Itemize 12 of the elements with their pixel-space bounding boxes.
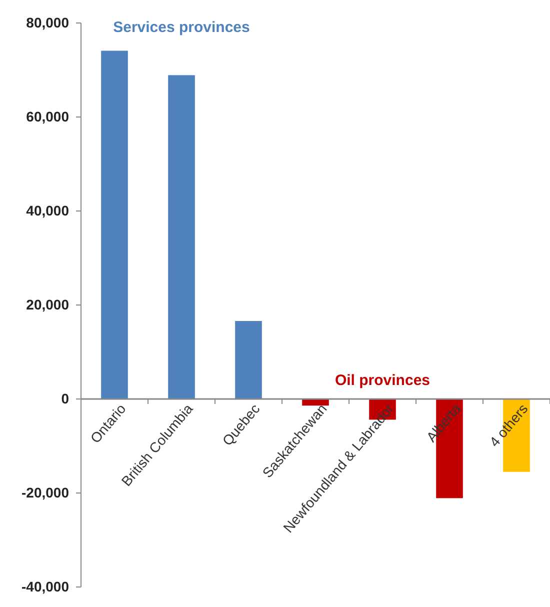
bar bbox=[101, 50, 128, 399]
annotation: Services provinces bbox=[113, 19, 250, 36]
y-tick-label: 20,000 bbox=[26, 296, 70, 312]
y-tick-label: -20,000 bbox=[22, 484, 70, 500]
annotation: Oil provinces bbox=[334, 372, 430, 389]
y-tick-label: 0 bbox=[61, 390, 70, 406]
y-tick-label: -40,000 bbox=[22, 578, 70, 594]
bar bbox=[235, 320, 262, 399]
bar bbox=[168, 75, 195, 399]
y-tick-label: 60,000 bbox=[26, 108, 70, 124]
y-tick-label: 80,000 bbox=[26, 14, 70, 30]
y-tick-label: 40,000 bbox=[26, 202, 70, 218]
